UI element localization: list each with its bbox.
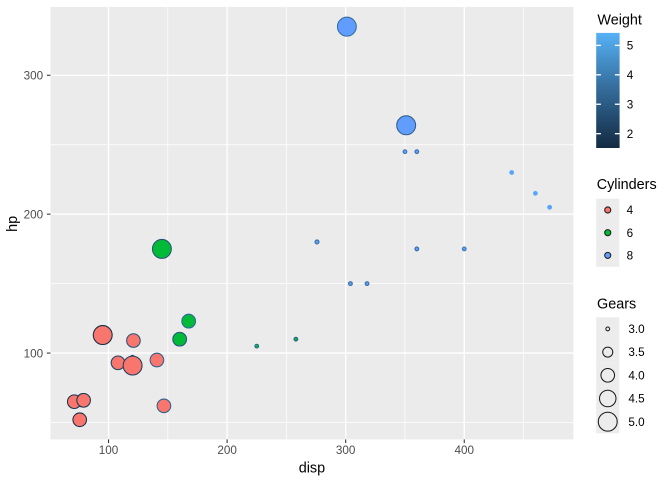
svg-text:3.0: 3.0 <box>628 323 645 336</box>
svg-text:Weight: Weight <box>597 13 642 29</box>
svg-text:300: 300 <box>24 70 44 83</box>
svg-text:disp: disp <box>299 460 325 476</box>
svg-text:4.0: 4.0 <box>628 369 645 382</box>
svg-text:4: 4 <box>627 69 634 82</box>
svg-text:400: 400 <box>455 444 475 457</box>
svg-text:100: 100 <box>99 444 119 457</box>
svg-text:hp: hp <box>5 216 21 232</box>
svg-text:3.5: 3.5 <box>628 346 645 359</box>
svg-text:200: 200 <box>217 444 237 457</box>
svg-text:5.0: 5.0 <box>628 416 645 429</box>
svg-text:4: 4 <box>627 204 634 217</box>
svg-text:8: 8 <box>627 250 634 263</box>
svg-text:3: 3 <box>627 98 634 111</box>
svg-text:4.5: 4.5 <box>628 393 645 406</box>
svg-text:200: 200 <box>24 208 44 221</box>
svg-text:100: 100 <box>24 347 44 360</box>
svg-text:6: 6 <box>627 227 634 240</box>
svg-text:300: 300 <box>336 444 356 457</box>
svg-text:Gears: Gears <box>597 297 636 313</box>
svg-text:5: 5 <box>627 39 634 52</box>
svg-text:Cylinders: Cylinders <box>597 177 657 193</box>
svg-text:2: 2 <box>627 128 634 141</box>
